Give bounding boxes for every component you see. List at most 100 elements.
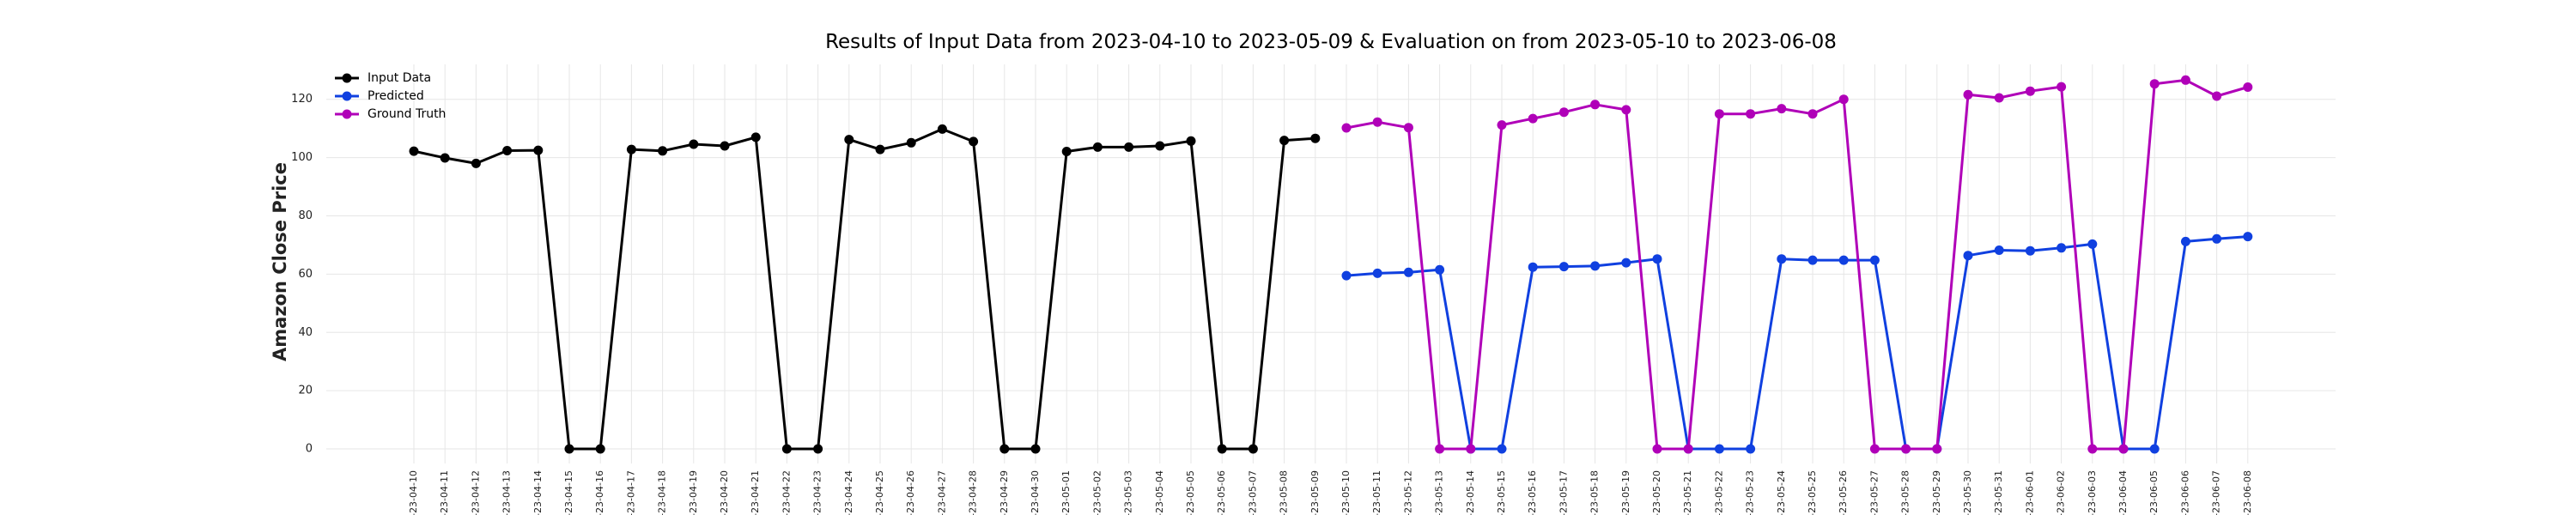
legend-label: Predicted xyxy=(368,89,424,103)
legend-entry: Ground Truth xyxy=(335,107,446,121)
series-input-data xyxy=(409,124,1321,454)
x-tick-label: -23-05-09 xyxy=(1309,470,1321,515)
grid xyxy=(326,64,2336,464)
x-tick-label: -23-06-03 xyxy=(2087,470,2098,515)
x-tick-label: -23-05-19 xyxy=(1620,470,1631,515)
x-tick-label: -23-05-07 xyxy=(1247,470,1258,515)
data-point xyxy=(2180,75,2190,85)
data-point xyxy=(471,158,481,168)
data-point xyxy=(969,136,979,147)
x-tick-label: -23-04-11 xyxy=(439,470,450,515)
data-point xyxy=(409,146,419,156)
data-point xyxy=(440,153,450,163)
data-point xyxy=(1528,113,1538,124)
data-point xyxy=(1372,268,1382,278)
data-point xyxy=(2149,444,2160,454)
legend-entry: Predicted xyxy=(335,89,424,103)
x-tick-label: -23-04-28 xyxy=(968,470,979,515)
legend-label: Input Data xyxy=(368,71,431,85)
data-point xyxy=(1994,93,2004,103)
x-tick-label: -23-04-10 xyxy=(408,470,419,515)
x-tick-label: -23-05-10 xyxy=(1340,470,1352,515)
legend-label: Ground Truth xyxy=(368,107,446,121)
series-line xyxy=(1346,235,2248,451)
data-point xyxy=(2243,82,2253,92)
data-point xyxy=(2118,444,2129,454)
data-point xyxy=(1403,267,1413,277)
x-tick-label: -23-05-18 xyxy=(1589,470,1601,515)
x-tick-label: -23-05-04 xyxy=(1154,470,1165,515)
x-tick-label: -23-04-18 xyxy=(657,470,668,515)
data-point xyxy=(1466,444,1476,454)
data-point xyxy=(1528,262,1538,272)
data-point xyxy=(2087,239,2098,249)
data-point xyxy=(1994,245,2004,255)
x-tick-label: -23-05-05 xyxy=(1185,470,1196,515)
x-tick-label: -23-06-05 xyxy=(2148,470,2160,515)
data-point xyxy=(1621,258,1631,268)
data-point xyxy=(1435,264,1445,275)
data-point xyxy=(2212,233,2222,244)
y-tick-label: 20 xyxy=(298,385,313,397)
data-point xyxy=(658,146,668,156)
series-lines xyxy=(409,75,2253,454)
data-point xyxy=(1714,444,1724,454)
data-point xyxy=(564,444,574,454)
data-point xyxy=(1901,444,1911,454)
data-point xyxy=(2087,444,2098,454)
legend-marker xyxy=(342,109,352,119)
x-tick-label: -23-04-12 xyxy=(470,470,481,515)
data-point xyxy=(1279,136,1290,146)
legend-marker xyxy=(342,73,352,83)
data-point xyxy=(689,139,699,149)
data-point xyxy=(1217,444,1227,454)
data-point xyxy=(1838,94,1849,105)
x-tick-label: -23-05-24 xyxy=(1776,470,1787,515)
x-tick-label: -23-05-27 xyxy=(1868,470,1880,515)
x-tick-label: -23-06-01 xyxy=(2024,470,2035,515)
data-point xyxy=(2025,245,2035,256)
x-axis-ticks: -23-04-10 -23-04-11 -23-04-12 -23-04-13 -23-… xyxy=(408,470,2253,515)
data-point xyxy=(1869,444,1880,454)
data-point xyxy=(875,144,885,154)
data-point xyxy=(626,144,636,154)
data-point xyxy=(1497,120,1507,130)
data-point xyxy=(502,146,513,155)
data-point xyxy=(1590,100,1601,110)
y-tick-label: 60 xyxy=(298,268,313,281)
data-point xyxy=(844,135,854,145)
x-tick-label: -23-06-06 xyxy=(2179,470,2190,515)
x-tick-label: -23-05-12 xyxy=(1402,470,1413,515)
series-ground-truth xyxy=(1341,75,2253,454)
data-point xyxy=(813,444,823,454)
data-point xyxy=(1652,444,1662,454)
x-tick-label: -23-05-11 xyxy=(1371,470,1382,515)
x-tick-label: -23-06-04 xyxy=(2117,470,2129,515)
data-point xyxy=(1807,255,1818,265)
x-tick-label: -23-05-29 xyxy=(1931,470,1942,515)
data-point xyxy=(1248,444,1258,454)
data-point xyxy=(2149,79,2160,89)
x-tick-label: -23-05-21 xyxy=(1682,470,1693,515)
y-tick-label: 80 xyxy=(298,209,313,222)
data-point xyxy=(1497,444,1507,454)
data-point xyxy=(1558,107,1569,118)
x-tick-label: -23-05-02 xyxy=(1091,470,1103,515)
x-tick-label: -23-05-08 xyxy=(1279,470,1290,515)
data-point xyxy=(1746,109,1756,119)
x-tick-label: -23-04-20 xyxy=(719,470,730,515)
legend-entry: Input Data xyxy=(335,71,431,85)
x-tick-label: -23-04-15 xyxy=(563,470,574,515)
data-point xyxy=(533,145,544,155)
data-point xyxy=(1963,251,1973,261)
data-point xyxy=(1714,109,1724,119)
legend: Input Data Predicted Ground Truth xyxy=(335,71,446,121)
y-axis-ticks: 0 20 40 60 80 100 120 xyxy=(291,93,313,455)
data-point xyxy=(1341,123,1352,133)
data-point xyxy=(1155,141,1165,151)
x-tick-label: -23-06-02 xyxy=(2056,470,2067,515)
data-point xyxy=(1777,104,1787,114)
data-point xyxy=(2057,243,2067,253)
data-point xyxy=(595,444,605,454)
